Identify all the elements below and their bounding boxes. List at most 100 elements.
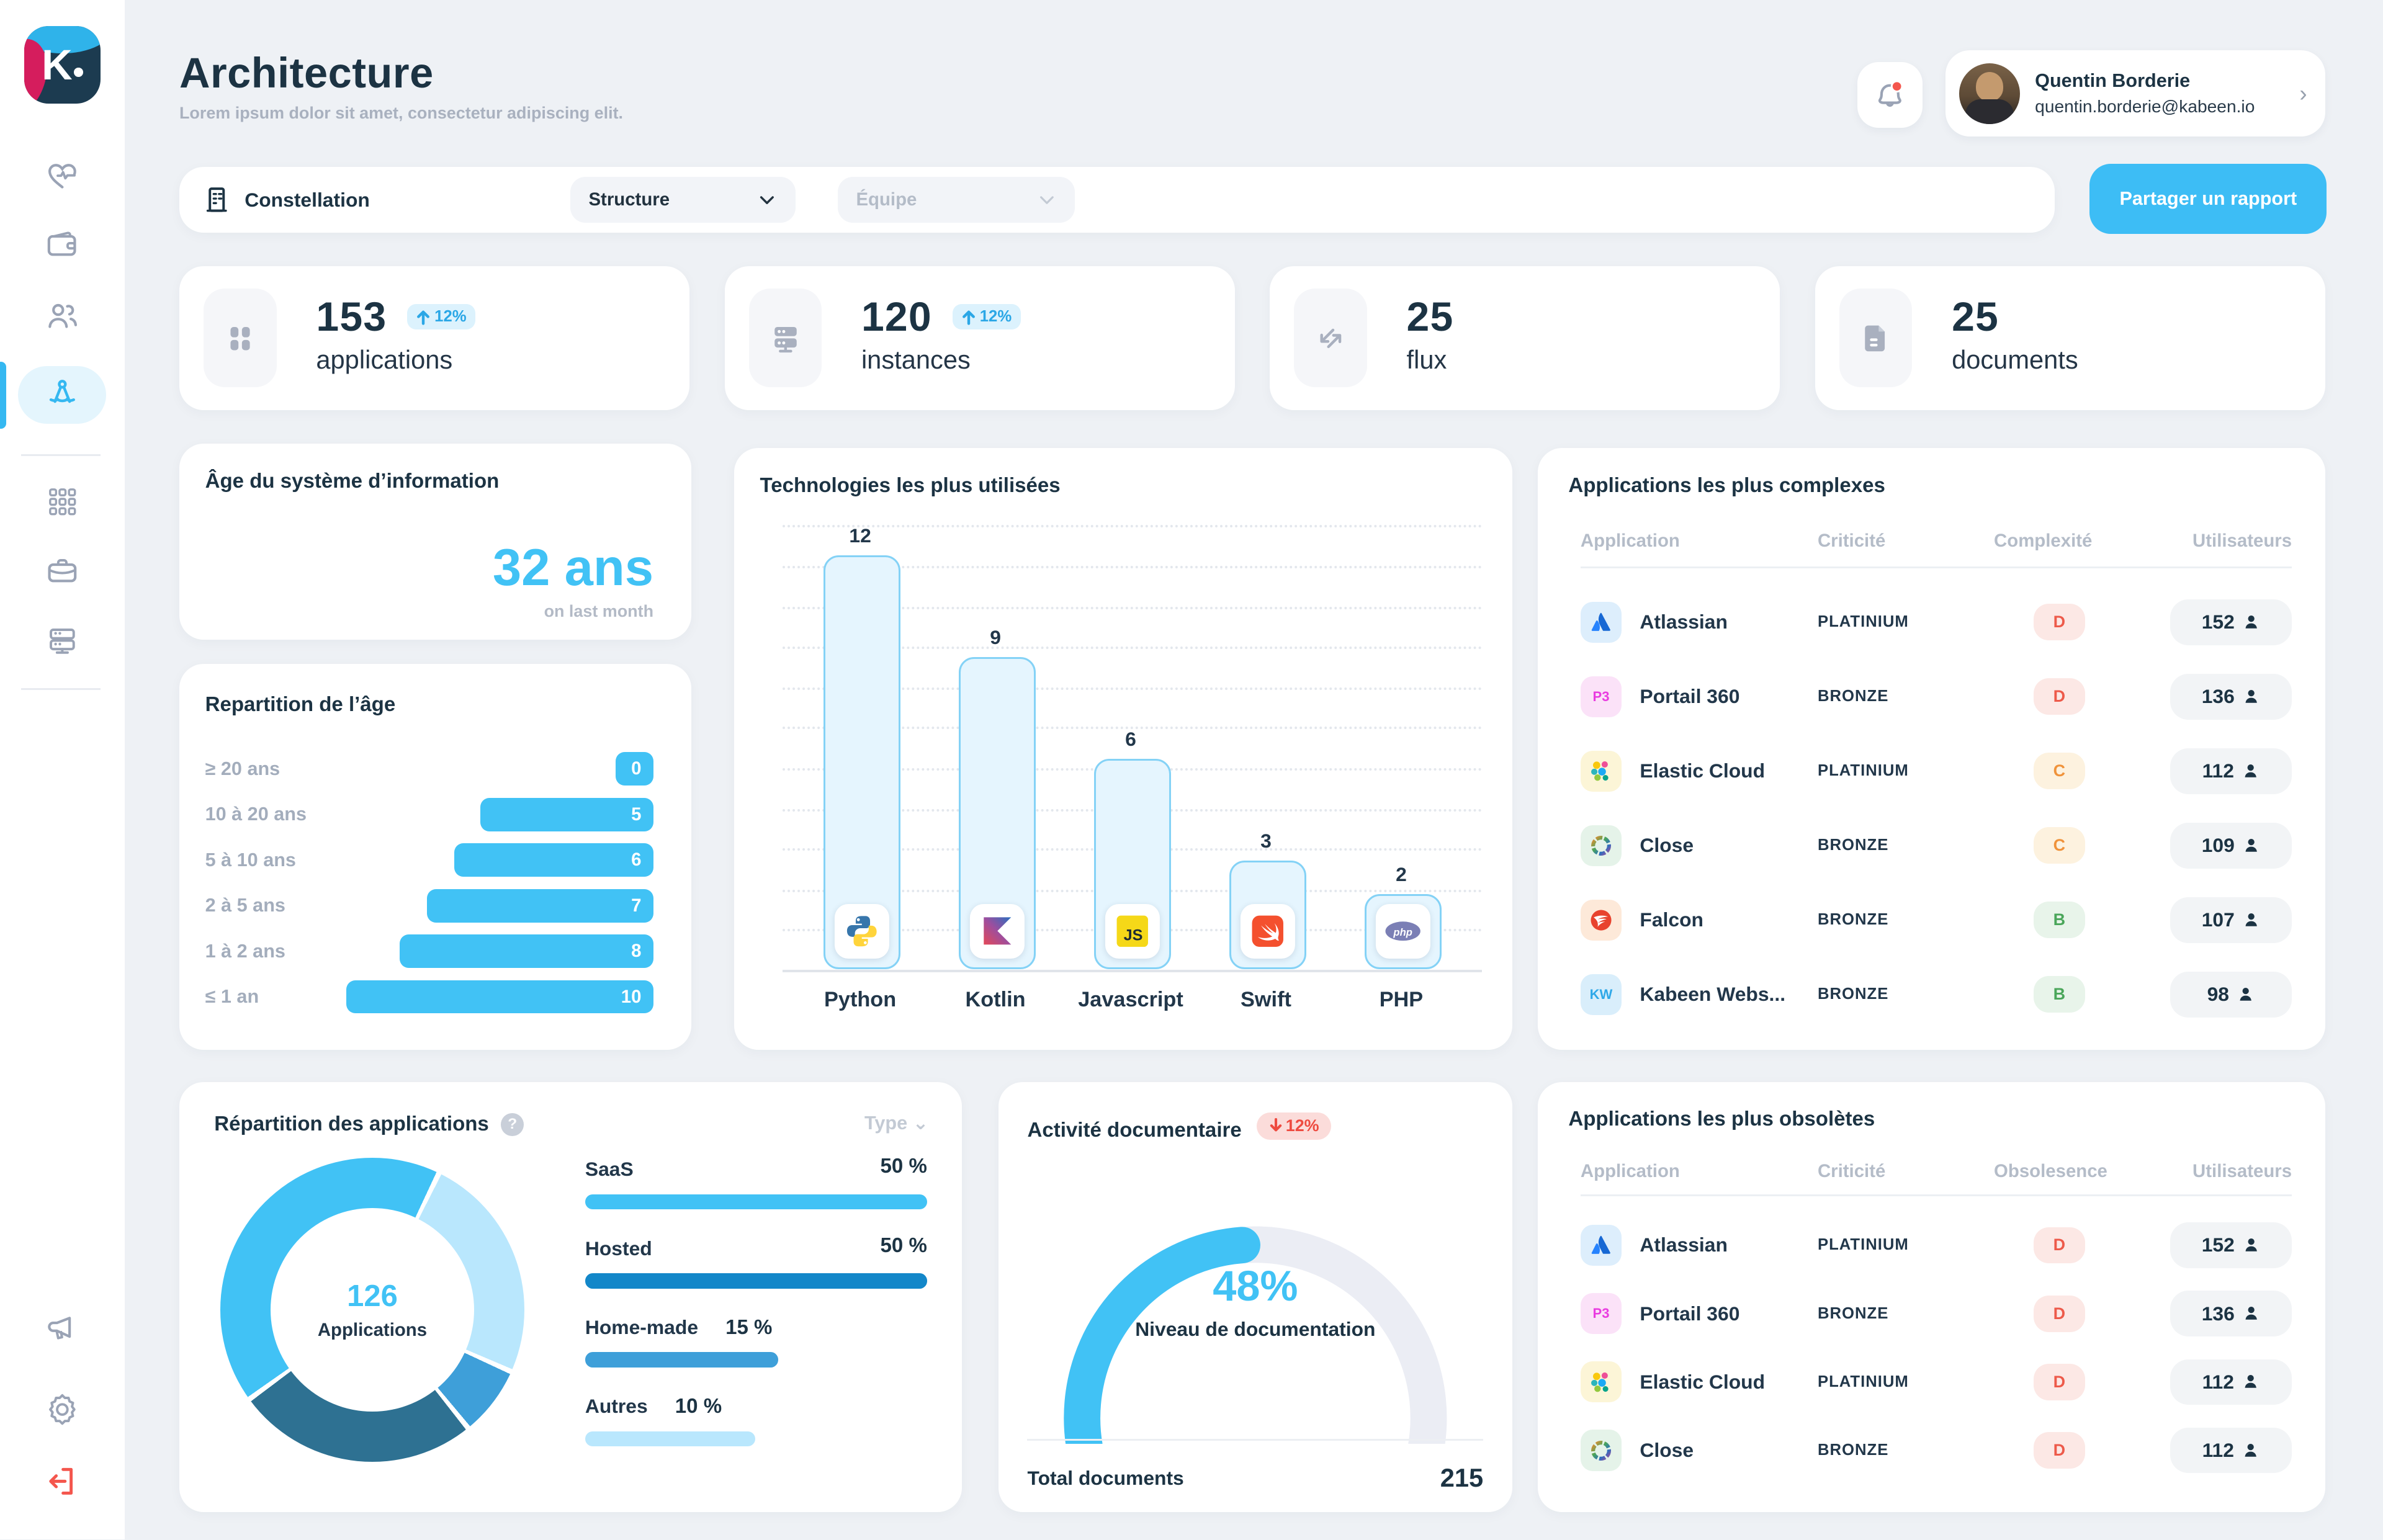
person-icon — [2240, 987, 2252, 1001]
age-bar-label: 1 à 2 ans — [205, 940, 285, 962]
chevron-down-icon — [760, 196, 774, 205]
arrow-down-icon — [1270, 1118, 1281, 1132]
users-count: 112 — [2170, 1359, 2292, 1405]
notifications-button[interactable] — [1857, 62, 1923, 128]
elastic-logo — [1580, 1361, 1622, 1403]
donut-chart — [220, 1158, 524, 1462]
trend-badge: 12% — [407, 303, 476, 330]
criticity: BRONZE — [1817, 1304, 1889, 1322]
gridline — [783, 607, 1482, 609]
tech-bar-label: PHP — [1379, 987, 1424, 1011]
users-count: 152 — [2170, 1222, 2292, 1268]
sidebar-item-architecture-compass[interactable] — [29, 362, 96, 429]
table-row[interactable]: P3 Portail 360 BRONZE D 136 — [1580, 1279, 2292, 1348]
legend-item-saas: SaaS 50 % — [585, 1155, 927, 1210]
divider — [1580, 566, 2292, 570]
users-count: 136 — [2170, 674, 2292, 720]
criticity: BRONZE — [1817, 911, 1889, 929]
age-bar-value: 0 — [631, 758, 642, 779]
equipe-dropdown[interactable]: Équipe — [838, 177, 1075, 223]
criticity: BRONZE — [1817, 985, 1889, 1003]
sidebar-item-megaphone[interactable] — [29, 1296, 96, 1363]
grade-badge: B — [2033, 976, 2085, 1013]
table-row[interactable]: Falcon BRONZE B 107 — [1580, 883, 2292, 957]
filter-bar: Constellation Structure Équipe — [179, 167, 2055, 233]
person-icon — [2245, 838, 2257, 852]
users-icon — [48, 303, 78, 328]
sidebar-divider — [21, 454, 101, 457]
age-bar-row: ≥ 20 ans 0 — [205, 752, 654, 786]
grade-badge: B — [2033, 902, 2085, 939]
atlassian-logo — [1580, 1224, 1622, 1266]
technologies-title: Technologies les plus utilisées — [760, 474, 1061, 498]
sidebar-item-users[interactable] — [29, 283, 96, 350]
tech-bar-php: php — [1365, 894, 1442, 970]
sidebar-item-briefcase[interactable] — [29, 538, 96, 605]
grade-badge: D — [2033, 604, 2085, 641]
structure-dropdown[interactable]: Structure — [570, 177, 796, 223]
tech-bar-value: 6 — [1125, 727, 1136, 750]
portail360-logo: P3 — [1580, 1293, 1622, 1335]
total-documents-value: 215 — [1440, 1463, 1484, 1493]
stat-label: applications — [316, 344, 453, 374]
sidebar-item-settings-gear[interactable] — [29, 1375, 96, 1442]
tech-bar-value: 12 — [849, 524, 871, 547]
users-count: 152 — [2170, 599, 2292, 645]
python-icon — [835, 903, 890, 959]
svg-text:php: php — [1393, 926, 1413, 938]
scope: Constellation — [202, 185, 370, 215]
gridline — [783, 727, 1482, 729]
divider — [1580, 1194, 2292, 1197]
donut-center: 126 Applications — [220, 1158, 524, 1462]
age-distribution-title: Repartition de l’âge — [205, 692, 396, 716]
sidebar-item-logout[interactable] — [29, 1448, 96, 1515]
table-row[interactable]: Atlassian PLATINIUM D 152 — [1580, 1211, 2292, 1279]
age-distribution-card: Repartition de l’âge ≥ 20 ans 0 10 à 20 … — [179, 664, 692, 1050]
sidebar-item-apps-grid[interactable] — [29, 468, 96, 535]
type-dropdown[interactable]: Type ⌄ — [864, 1112, 929, 1134]
documentation-gauge — [999, 1140, 1512, 1495]
table-row[interactable]: Elastic Cloud PLATINIUM C 112 — [1580, 734, 2292, 808]
user-email: quentin.borderie@kabeen.io — [2035, 96, 2255, 116]
sidebar-item-wallet[interactable] — [29, 211, 96, 278]
kotlin-icon — [969, 903, 1025, 959]
stat-value: 120 — [861, 293, 932, 340]
criticity: PLATINIUM — [1817, 1236, 1909, 1254]
axis-baseline — [783, 970, 1482, 972]
legend-pct: 50 % — [880, 1155, 927, 1178]
table-row[interactable]: KW Kabeen Webs... BRONZE B 98 — [1580, 957, 2292, 1032]
table-row[interactable]: P3 Portail 360 BRONZE D 136 — [1580, 660, 2292, 734]
javascript-icon: JS — [1105, 903, 1160, 959]
share-report-button[interactable]: Partager un rapport — [2089, 164, 2327, 235]
stat-value: 25 — [1406, 293, 1454, 340]
age-card: Âge du système d’information 32 ans on l… — [179, 444, 692, 640]
age-bar-value: 10 — [621, 986, 642, 1007]
tech-bar-python — [824, 555, 900, 970]
sidebar: K — [0, 0, 125, 1539]
avatar — [1959, 63, 2020, 124]
tech-bar-value: 2 — [1396, 862, 1407, 885]
table-row[interactable]: Atlassian PLATINIUM D 152 — [1580, 585, 2292, 660]
apps-distribution-title: Répartition des applications? — [214, 1112, 524, 1136]
table-row[interactable]: Elastic Cloud PLATINIUM D 112 — [1580, 1348, 2292, 1416]
kabeen-logo[interactable]: K — [24, 25, 101, 104]
question-icon[interactable]: ? — [501, 1112, 524, 1136]
sidebar-item-server[interactable] — [29, 608, 96, 675]
table-row[interactable]: Close BRONZE C 109 — [1580, 808, 2292, 883]
person-icon — [2245, 1238, 2257, 1251]
unread-dot — [1890, 80, 1903, 92]
users-count: 112 — [2170, 1427, 2292, 1474]
age-bar: 8 — [400, 934, 654, 968]
app-name: Portail 360 — [1640, 685, 1740, 708]
app-name: Elastic Cloud — [1640, 759, 1766, 782]
falcon-logo — [1580, 899, 1622, 941]
legend-label: Hosted — [585, 1237, 652, 1260]
table-row[interactable]: Close BRONZE D 112 — [1580, 1416, 2292, 1484]
scope-label: Constellation — [245, 188, 370, 211]
kabeen-web-logo: KW — [1580, 974, 1622, 1015]
user-menu[interactable]: Quentin Borderie quentin.borderie@kabeen… — [1945, 50, 2325, 137]
age-bar-label: 2 à 5 ans — [205, 895, 285, 916]
sidebar-item-heart-pulse[interactable] — [29, 143, 96, 210]
page-title: Architecture — [179, 49, 434, 97]
flows-arrows-icon — [1320, 328, 1341, 348]
